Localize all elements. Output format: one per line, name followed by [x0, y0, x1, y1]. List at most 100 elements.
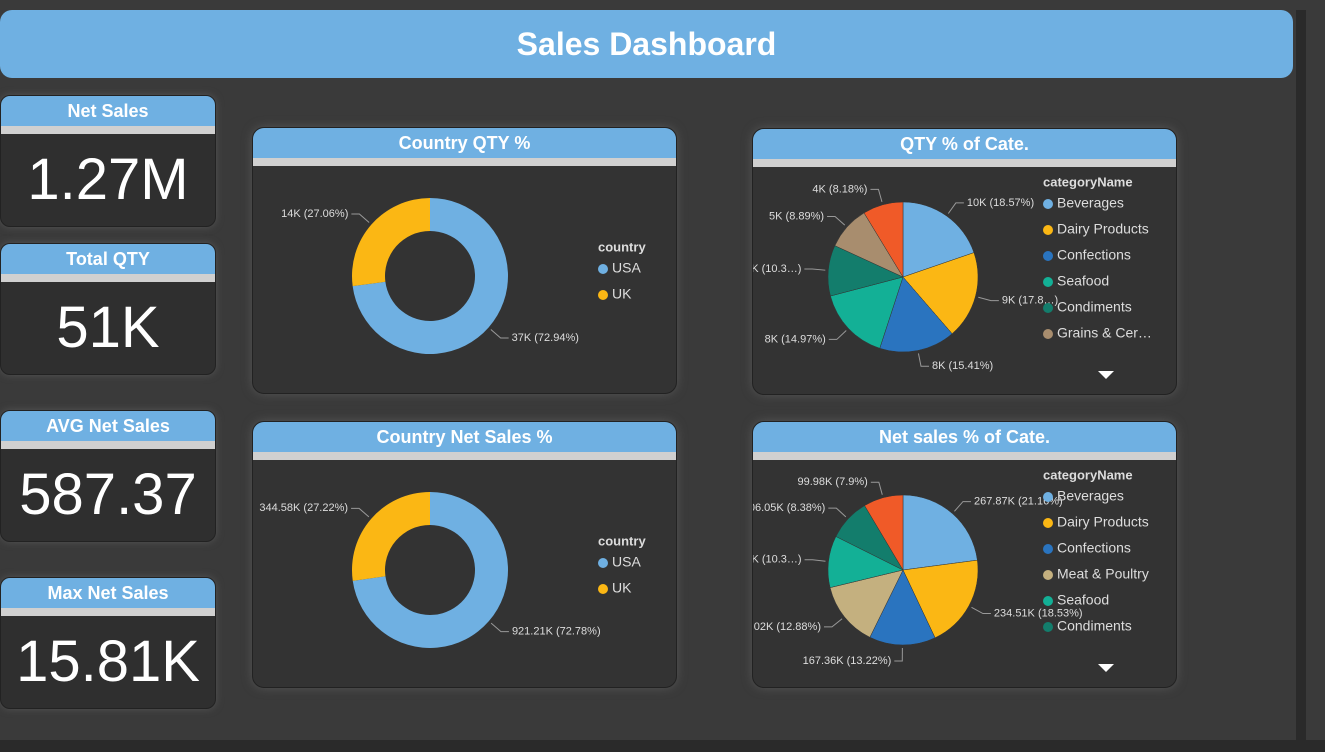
- legend-swatch: [1043, 518, 1053, 528]
- dashboard-title: Sales Dashboard: [0, 10, 1293, 78]
- legend-label: Dairy Products: [1057, 221, 1149, 237]
- legend-label: Meat & Poultry: [1057, 566, 1149, 582]
- legend-scroll-arrow[interactable]: [1098, 664, 1114, 672]
- leader-line: [804, 268, 826, 271]
- legend-label: Grains & Cer…: [1057, 325, 1152, 341]
- leader-line: [894, 647, 903, 662]
- legend-swatch: [1043, 225, 1053, 235]
- legend-swatch: [1043, 544, 1053, 554]
- kpi-card: AVG Net Sales 587.37: [0, 410, 216, 542]
- data-label: 8K (14.97%): [765, 333, 826, 345]
- legend-swatch: [598, 558, 608, 568]
- leader-line: [917, 353, 930, 367]
- legend-title: categoryName: [1043, 174, 1133, 189]
- kpi-title: AVG Net Sales: [1, 411, 215, 449]
- slice: [902, 494, 978, 571]
- legend-swatch: [1043, 277, 1053, 287]
- leader-line: [490, 622, 509, 633]
- leader-line: [870, 481, 883, 495]
- data-label: 9K (17.8…): [1002, 295, 1058, 307]
- leader-line: [351, 213, 370, 223]
- chart-title: QTY % of Cate.: [753, 129, 1176, 167]
- slice: [352, 198, 430, 287]
- chart-panel: QTY % of Cate. 10K (18.57%) 9K (17.8…) 8K (…: [752, 128, 1177, 395]
- taskbar: [0, 740, 1325, 752]
- slice: [863, 201, 904, 278]
- chart: 921.21K (72.78%) 344.58K (27.22%) country U…: [259, 492, 646, 648]
- legend-swatch: [598, 264, 608, 274]
- legend-label: Seafood: [1057, 592, 1109, 608]
- data-label: 167.36K (13.22%): [803, 655, 892, 667]
- kpi-value: 15.81K: [16, 629, 200, 694]
- chart-panel: Country QTY % 37K (72.94%) 14K (27.06%) cou…: [252, 127, 677, 394]
- legend-label: Beverages: [1057, 195, 1124, 211]
- leader-line: [870, 188, 883, 203]
- slice: [879, 276, 953, 353]
- kpi-card: Total QTY 51K: [0, 243, 216, 375]
- slice: [352, 492, 509, 648]
- kpi-value: 1.27M: [27, 147, 189, 212]
- chart-panel: Country Net Sales % 921.21K (72.78%) 344.5…: [252, 421, 677, 688]
- slice: [869, 569, 936, 646]
- legend-swatch: [1043, 622, 1053, 632]
- kpi-value: 51K: [56, 295, 160, 360]
- data-label: 4K (8.18%): [812, 183, 867, 195]
- legend-label: Dairy Products: [1057, 514, 1149, 530]
- leader-line: [351, 507, 370, 518]
- data-label: 5K (10.3…): [753, 263, 801, 275]
- leader-line: [490, 329, 509, 339]
- leader-line: [971, 606, 991, 615]
- legend-scroll-arrow[interactable]: [1098, 371, 1114, 379]
- legend-label: Confections: [1057, 540, 1131, 556]
- legend-swatch: [1043, 570, 1053, 580]
- leader-line: [828, 330, 847, 340]
- data-label: 921.21K (72.78%): [512, 626, 601, 638]
- legend-label: USA: [612, 260, 641, 276]
- chart-title: Net sales % of Cate.: [753, 422, 1176, 460]
- slice: [864, 494, 904, 571]
- slice: [352, 492, 430, 581]
- kpi-title: Net Sales: [1, 96, 215, 134]
- scrollbar: [1296, 10, 1306, 740]
- data-label: 5K (8.89%): [769, 210, 824, 222]
- legend-label: UK: [612, 580, 632, 596]
- data-label: 234.51K (18.53%): [994, 607, 1083, 619]
- kpi-value: 587.37: [19, 462, 197, 527]
- slice: [352, 198, 508, 354]
- legend-label: Condiments: [1057, 299, 1132, 315]
- legend-swatch: [1043, 329, 1053, 339]
- data-label: 10K (18.57%): [967, 197, 1034, 209]
- legend-label: Beverages: [1057, 488, 1124, 504]
- leader-line: [804, 559, 826, 562]
- legend-swatch: [598, 290, 608, 300]
- slice: [902, 252, 979, 335]
- data-label: 163.02K (12.88%): [753, 621, 821, 633]
- kpi-card: Net Sales 1.27M: [0, 95, 216, 227]
- chart-panel: Net sales % of Cate. 267.87K (21.16%) 234.…: [752, 421, 1177, 688]
- chart-title: Country Net Sales %: [253, 422, 676, 460]
- chart-title: Country QTY %: [253, 128, 676, 166]
- slice: [902, 201, 975, 278]
- leader-line: [978, 296, 999, 302]
- leader-line: [823, 618, 843, 628]
- data-label: 37K (72.94%): [512, 332, 579, 344]
- data-label: 267.87K (21.16%): [974, 495, 1063, 507]
- legend-label: Condiments: [1057, 618, 1132, 634]
- legend-swatch: [1043, 303, 1053, 313]
- leader-line: [947, 202, 964, 214]
- kpi-card: Max Net Sales 15.81K: [0, 577, 216, 709]
- legend-title: categoryName: [1043, 467, 1133, 482]
- data-label: 99.98K (7.9%): [798, 476, 868, 488]
- legend-swatch: [1043, 492, 1053, 502]
- chart: 267.87K (21.16%) 234.51K (18.53%) 167.36K …: [753, 467, 1149, 672]
- leader-line: [828, 507, 847, 518]
- legend-label: USA: [612, 554, 641, 570]
- leader-line: [827, 215, 846, 226]
- legend-swatch: [1043, 596, 1053, 606]
- chart: 10K (18.57%) 9K (17.8…) 8K (15.41%) 8K (14.…: [753, 174, 1152, 379]
- legend-swatch: [1043, 251, 1053, 261]
- kpi-title: Max Net Sales: [1, 578, 215, 616]
- data-label: 106.05K (8.38%): [753, 502, 825, 514]
- slice: [829, 569, 904, 638]
